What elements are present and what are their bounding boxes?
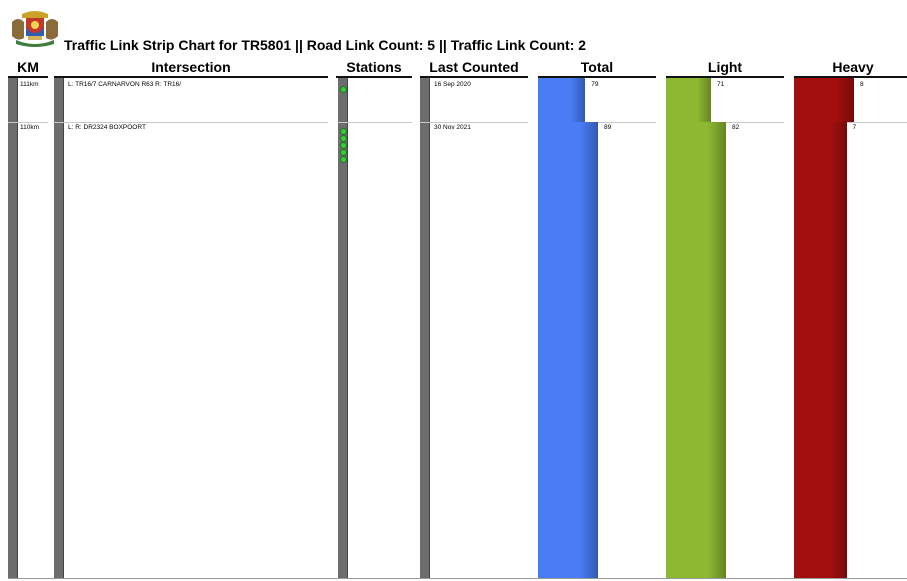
header-km: KM (17, 59, 39, 75)
header-rule (538, 76, 656, 78)
total-bar (538, 122, 598, 578)
header-light: Light (707, 59, 743, 75)
station-marker-icon[interactable] (340, 135, 347, 142)
header-rule (8, 76, 48, 78)
header-rule (794, 76, 907, 78)
intersection-label: L: TR16/7 CARNARVON R63 R: TR16/ (68, 81, 182, 88)
last-counted-date: 16 Sep 2020 (434, 81, 471, 88)
header-last-counted: Last Counted (429, 59, 519, 75)
light-value: 71 (716, 81, 725, 88)
station-marker-icon[interactable] (340, 156, 347, 163)
heavy-bar (794, 78, 854, 122)
bottom-rule (8, 578, 907, 579)
heavy-value: 7 (852, 124, 857, 131)
km-column: 111km 110km (8, 78, 48, 578)
light-bar (666, 122, 726, 578)
intersection-label: L: R: DR2324 BOXPOORT (68, 124, 146, 131)
header-rule (420, 76, 528, 78)
chart-title: Traffic Link Strip Chart for TR5801 || R… (64, 37, 587, 53)
station-marker-icon[interactable] (340, 142, 347, 149)
header-rule (336, 76, 412, 78)
heavy-value: 8 (860, 81, 864, 88)
header-stations: Stations (346, 59, 402, 75)
total-value: 79 (591, 81, 599, 88)
station-marker-icon[interactable] (340, 128, 347, 135)
intersection-column: L: TR16/7 CARNARVON R63 R: TR16/ L: R: D… (54, 78, 328, 578)
coat-of-arms-logo (8, 8, 62, 48)
total-value: 89 (604, 124, 612, 131)
last-counted-date: 30 Nov 2021 (434, 124, 471, 131)
total-column: 79 89 (538, 78, 656, 578)
heavy-column: 8 7 (794, 78, 907, 578)
last-counted-column: 16 Sep 2020 30 Nov 2021 (420, 78, 528, 578)
light-column: 71 82 (666, 78, 784, 578)
light-value: 82 (732, 124, 740, 131)
header-rule (54, 76, 328, 78)
header-heavy: Heavy (832, 59, 874, 75)
station-marker-icon[interactable] (340, 86, 347, 93)
heavy-bar (794, 122, 847, 578)
header-total: Total (580, 59, 614, 75)
station-marker-icon[interactable] (340, 149, 347, 156)
header-rule (666, 76, 784, 78)
stations-column (338, 78, 412, 578)
km-label: 110km (20, 124, 40, 131)
km-label: 111km (20, 81, 39, 88)
header-intersection: Intersection (151, 59, 231, 75)
